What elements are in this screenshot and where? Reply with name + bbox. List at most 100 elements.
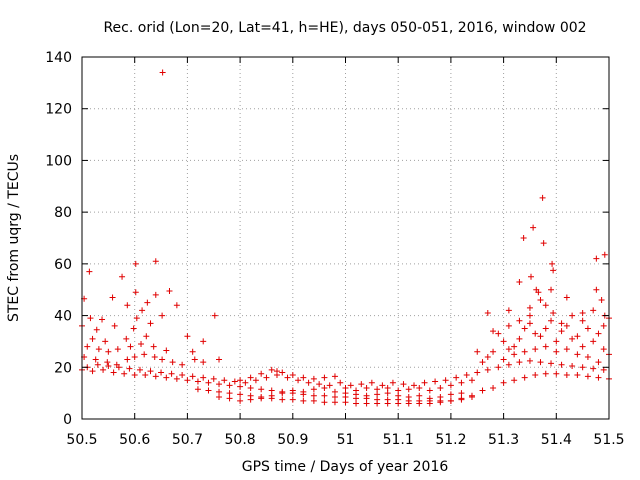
data-point — [584, 353, 591, 360]
data-point — [258, 395, 265, 402]
data-point — [89, 335, 96, 342]
data-point — [374, 400, 381, 407]
data-point — [300, 388, 307, 395]
x-tick-label: 50.9 — [277, 432, 308, 448]
data-point — [593, 286, 600, 293]
data-point — [505, 322, 512, 329]
data-point — [100, 366, 107, 373]
data-point — [500, 338, 507, 345]
data-point — [520, 235, 527, 241]
data-point — [184, 333, 191, 340]
data-point — [374, 391, 381, 398]
data-point — [147, 368, 154, 375]
data-point — [550, 267, 557, 274]
data-point — [505, 361, 512, 368]
x-tick-label: 50.8 — [225, 432, 256, 448]
data-point — [295, 377, 302, 384]
data-point — [179, 372, 186, 379]
x-tick-label: 50.7 — [172, 432, 203, 448]
data-point — [600, 322, 607, 329]
data-point — [549, 260, 556, 267]
data-point — [127, 343, 134, 350]
data-point — [553, 348, 560, 355]
data-point — [179, 361, 186, 368]
data-point — [152, 291, 159, 298]
data-point — [273, 368, 280, 375]
y-tick-label: 20 — [54, 360, 72, 376]
x-tick-label: 51 — [337, 432, 355, 448]
data-point — [500, 356, 507, 363]
data-point — [574, 372, 581, 379]
data-point — [119, 273, 126, 280]
x-axis-label: GPS time / Days of year 2016 — [242, 459, 449, 475]
data-point — [563, 372, 570, 379]
y-tick-label: 60 — [54, 257, 72, 273]
data-point — [268, 366, 275, 373]
data-point — [363, 392, 370, 399]
data-point — [601, 251, 608, 258]
data-point — [163, 347, 170, 354]
data-point — [474, 348, 481, 355]
data-point — [539, 194, 546, 201]
data-point — [468, 377, 475, 384]
data-point — [321, 384, 328, 391]
data-point — [526, 312, 533, 319]
data-point — [590, 307, 597, 314]
data-point — [205, 387, 212, 394]
data-point — [484, 309, 491, 316]
data-point — [437, 399, 444, 406]
data-point — [353, 400, 360, 407]
data-point — [150, 343, 157, 350]
data-point — [86, 268, 93, 275]
data-point — [537, 359, 544, 366]
data-point — [221, 377, 228, 384]
data-point — [558, 328, 565, 335]
data-point — [284, 374, 291, 381]
y-tick-label: 0 — [63, 412, 72, 428]
data-point — [416, 384, 423, 391]
data-point — [289, 396, 296, 403]
data-point — [132, 289, 139, 296]
data-point — [368, 379, 375, 386]
data-point — [479, 359, 486, 366]
data-point — [548, 286, 555, 293]
data-point — [168, 370, 175, 377]
data-point — [537, 297, 544, 304]
data-point — [147, 320, 154, 327]
data-point — [542, 325, 549, 332]
data-point — [131, 372, 138, 379]
data-point — [400, 381, 407, 388]
data-point — [579, 343, 586, 350]
data-point — [447, 391, 454, 398]
data-point — [526, 304, 533, 311]
data-point — [109, 294, 116, 301]
data-point — [141, 351, 148, 358]
data-point — [158, 369, 165, 376]
data-point — [173, 375, 180, 382]
data-point — [89, 368, 96, 375]
data-point — [124, 302, 131, 309]
data-point — [258, 370, 265, 377]
data-point — [268, 392, 275, 399]
data-point — [237, 383, 244, 390]
data-point — [310, 397, 317, 404]
data-point — [321, 399, 328, 406]
data-point — [342, 399, 349, 406]
data-point — [331, 394, 338, 401]
data-point — [326, 382, 333, 389]
data-point — [139, 307, 146, 314]
data-point — [426, 395, 433, 402]
data-point — [384, 390, 391, 397]
data-point — [505, 307, 512, 314]
data-point — [99, 316, 106, 323]
data-point — [163, 374, 170, 381]
data-point — [532, 372, 539, 379]
data-point — [490, 348, 497, 355]
data-point — [474, 369, 481, 376]
data-point — [152, 373, 159, 380]
data-point — [342, 390, 349, 397]
data-point — [511, 343, 518, 350]
data-point — [173, 302, 180, 309]
data-point — [384, 384, 391, 391]
